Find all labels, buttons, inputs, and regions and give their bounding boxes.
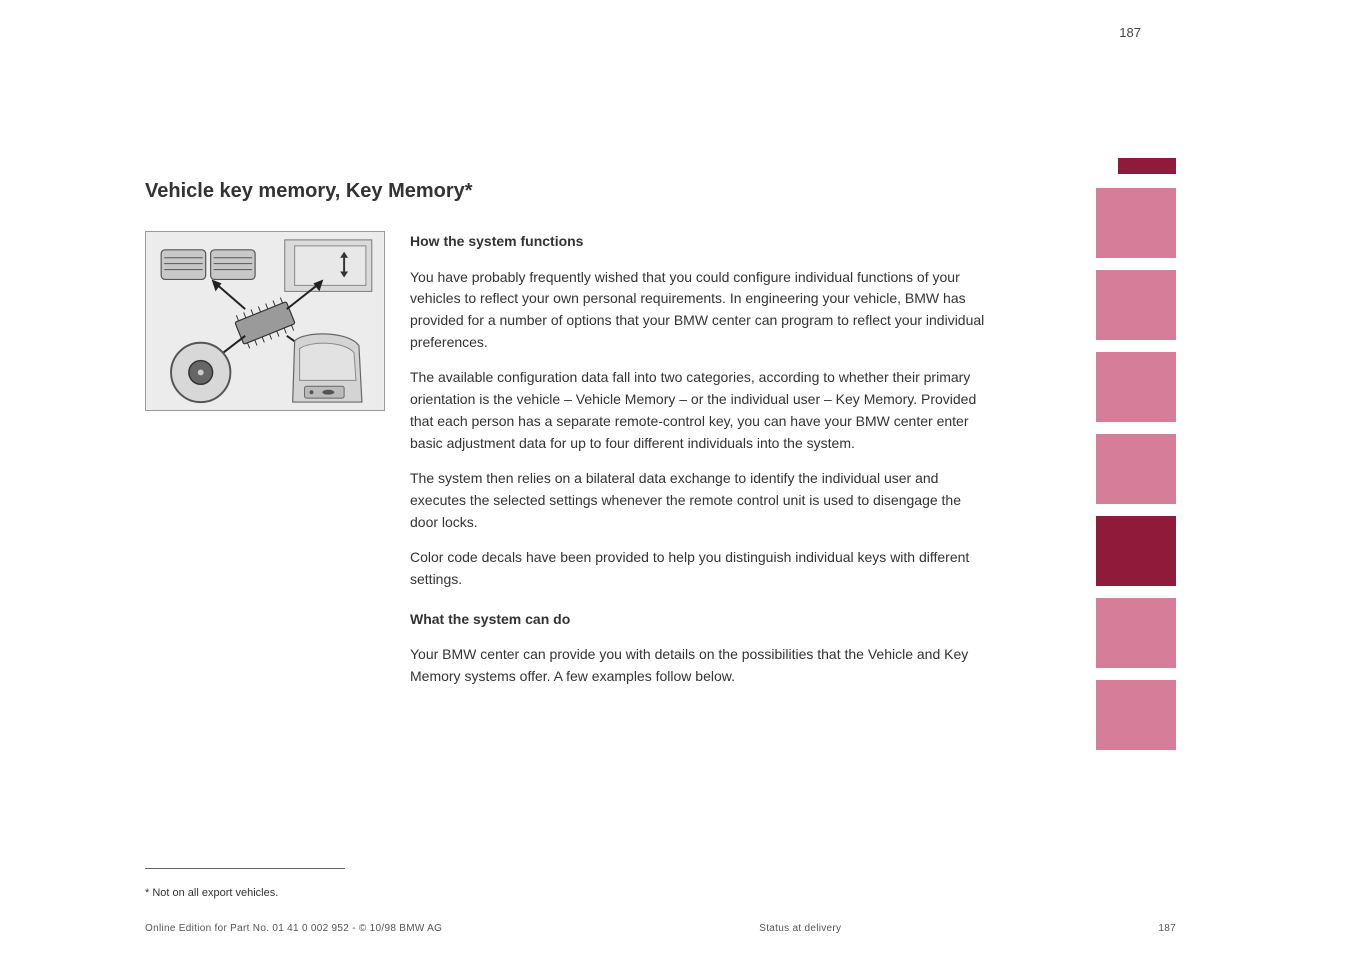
section-tab-7[interactable]	[1096, 680, 1176, 750]
paragraph: The system then relies on a bilateral da…	[410, 468, 985, 533]
page-number-top: 187	[1119, 25, 1141, 40]
section-tab-2[interactable]	[1096, 270, 1176, 340]
section-tab-6[interactable]	[1096, 598, 1176, 668]
subheading-2: What the system can do	[410, 609, 985, 631]
footnote-separator	[145, 868, 345, 869]
page-number-bottom: 187	[1158, 923, 1176, 934]
page-title: Vehicle key memory, Key Memory*	[145, 180, 985, 203]
section-tab-4[interactable]	[1096, 434, 1176, 504]
bottom-info-bar: Online Edition for Part No. 01 41 0 002 …	[145, 923, 1176, 934]
paragraph: The available configuration data fall in…	[410, 367, 985, 454]
subheading-1: How the system functions	[410, 231, 985, 253]
paragraph: Your BMW center can provide you with det…	[410, 644, 985, 687]
edition-info: Online Edition for Part No. 01 41 0 002 …	[145, 923, 442, 934]
paragraph: You have probably frequently wished that…	[410, 267, 985, 354]
section-tab-small[interactable]	[1118, 158, 1176, 174]
status-info: Status at delivery	[442, 923, 1158, 934]
vehicle-memory-figure	[145, 231, 385, 411]
body-row: How the system functions You have probab…	[145, 231, 985, 702]
section-tab-1[interactable]	[1096, 188, 1176, 258]
section-tabs-stack	[1096, 188, 1176, 750]
body-text-column: How the system functions You have probab…	[410, 231, 985, 702]
main-content: Vehicle key memory, Key Memory*	[145, 180, 985, 702]
section-tab-5[interactable]	[1096, 516, 1176, 586]
paragraph: Color code decals have been provided to …	[410, 547, 985, 590]
footnote: * Not on all export vehicles.	[145, 887, 985, 899]
section-tab-3[interactable]	[1096, 352, 1176, 422]
